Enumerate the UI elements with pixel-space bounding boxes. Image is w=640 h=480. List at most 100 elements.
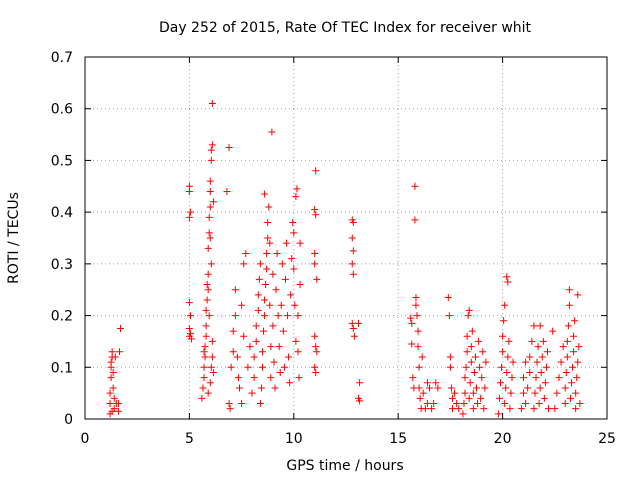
data-point	[258, 348, 266, 356]
data-point	[572, 389, 580, 397]
data-point	[498, 363, 506, 371]
data-point	[566, 394, 574, 402]
data-point	[292, 337, 300, 345]
data-point	[501, 399, 509, 407]
data-point	[349, 218, 357, 226]
data-point	[200, 374, 208, 382]
data-point	[285, 353, 293, 361]
data-point	[256, 260, 264, 268]
data-point	[290, 265, 298, 273]
data-point	[562, 368, 570, 376]
x-axis-title: GPS time / hours	[286, 458, 403, 474]
data-point	[313, 275, 321, 283]
data-point	[111, 353, 119, 361]
data-point	[434, 384, 442, 392]
data-point	[223, 187, 231, 195]
data-point	[267, 343, 275, 351]
data-point	[531, 389, 539, 397]
data-point	[263, 250, 271, 258]
data-point	[536, 384, 544, 392]
y-tick-label: 0.7	[51, 50, 73, 66]
data-point	[256, 399, 264, 407]
data-point	[464, 312, 472, 320]
data-point	[263, 265, 271, 273]
data-point	[109, 384, 117, 392]
data-point	[311, 363, 319, 371]
data-point	[244, 363, 252, 371]
data-point	[185, 187, 193, 195]
data-point	[186, 208, 194, 216]
data-point	[267, 374, 275, 382]
data-point	[530, 405, 538, 413]
data-point	[287, 291, 295, 299]
data-point	[109, 368, 117, 376]
data-point	[110, 394, 118, 402]
data-point	[312, 368, 320, 376]
data-point	[291, 301, 299, 309]
x-axis: 0 5 10 15 20 25	[81, 57, 616, 447]
data-point	[471, 353, 479, 361]
data-point	[506, 405, 514, 413]
data-point	[481, 384, 489, 392]
data-point	[199, 384, 207, 392]
data-point	[275, 343, 283, 351]
data-point	[258, 363, 266, 371]
data-point	[261, 190, 269, 198]
data-point	[279, 327, 287, 335]
data-point	[412, 293, 420, 301]
data-point	[234, 374, 242, 382]
data-point	[476, 363, 484, 371]
data-point	[313, 348, 321, 356]
data-point	[240, 332, 248, 340]
data-point	[448, 394, 456, 402]
data-point	[292, 193, 300, 201]
data-point	[207, 156, 215, 164]
y-tick-label: 0.2	[51, 309, 73, 325]
data-point	[533, 358, 541, 366]
data-point	[570, 332, 578, 340]
data-point	[240, 260, 248, 268]
x-tick-label: 25	[598, 431, 616, 447]
data-point	[311, 332, 319, 340]
data-point	[205, 229, 213, 237]
data-point	[423, 379, 431, 387]
data-point	[411, 182, 419, 190]
data-point	[502, 384, 510, 392]
data-point	[203, 296, 211, 304]
data-point	[468, 327, 476, 335]
data-point	[286, 379, 294, 387]
data-point	[348, 260, 356, 268]
data-point	[201, 353, 209, 361]
data-point	[415, 363, 423, 371]
data-point	[461, 389, 469, 397]
data-point	[209, 198, 217, 206]
data-point	[534, 343, 542, 351]
data-point	[205, 312, 213, 320]
data-point	[543, 348, 551, 356]
x-tick-label: 5	[185, 431, 194, 447]
data-point	[294, 348, 302, 356]
data-point	[202, 332, 210, 340]
data-point	[480, 405, 488, 413]
data-point	[114, 399, 122, 407]
data-point	[349, 247, 357, 255]
data-point	[261, 296, 269, 304]
data-point	[561, 384, 569, 392]
data-point	[576, 399, 584, 407]
data-point	[226, 405, 234, 413]
data-point	[499, 348, 507, 356]
data-point	[571, 317, 579, 325]
data-point	[444, 293, 452, 301]
data-point	[277, 301, 285, 309]
data-point	[508, 374, 516, 382]
data-point	[108, 348, 116, 356]
data-point	[264, 218, 272, 226]
data-point	[522, 358, 530, 366]
data-point	[185, 299, 193, 307]
data-point	[539, 337, 547, 345]
data-point	[541, 379, 549, 387]
data-point	[185, 213, 193, 221]
data-point	[295, 374, 303, 382]
data-point	[107, 358, 115, 366]
data-point	[526, 368, 534, 376]
